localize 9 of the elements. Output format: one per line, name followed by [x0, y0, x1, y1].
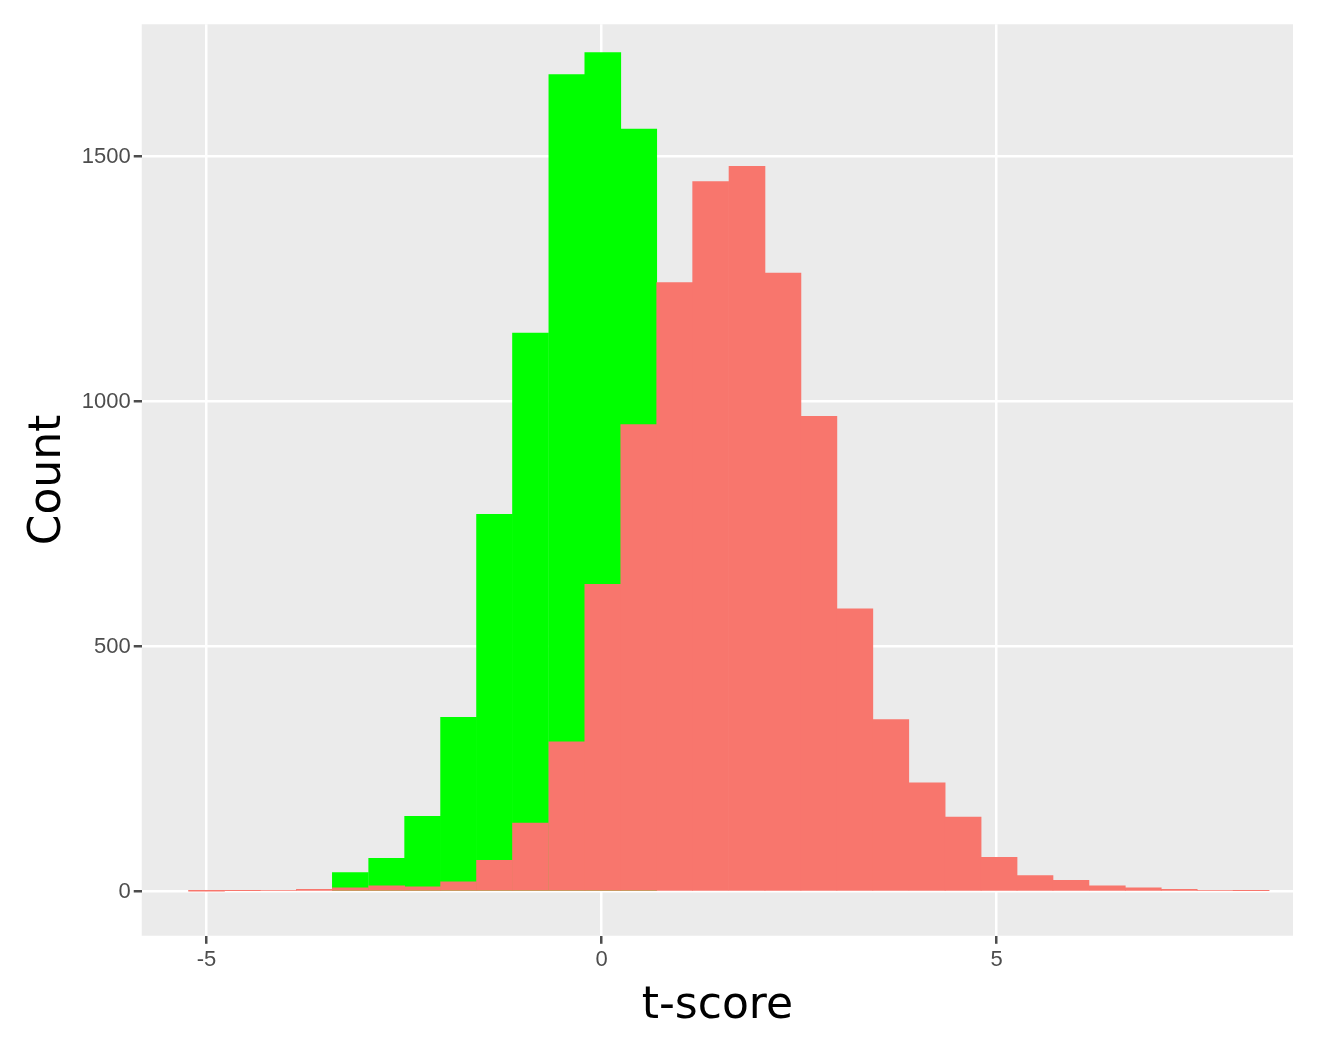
x-tick-label: 5	[990, 946, 1003, 972]
y-axis-title: Count	[18, 414, 70, 546]
y-tick-label: 0	[118, 877, 131, 903]
y-tick-label: 1000	[81, 387, 131, 413]
y-tick-label: 1500	[81, 142, 131, 168]
x-tick-label: -5	[196, 946, 217, 972]
x-tick-label: 0	[595, 946, 608, 972]
y-tick-label: 500	[94, 632, 131, 658]
x-axis-title: t-score	[641, 977, 794, 1029]
